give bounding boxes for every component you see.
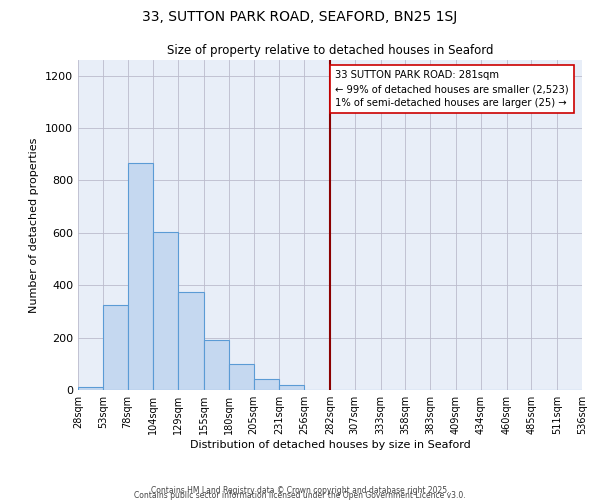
- Text: Contains HM Land Registry data © Crown copyright and database right 2025.: Contains HM Land Registry data © Crown c…: [151, 486, 449, 495]
- Bar: [280, 385, 304, 390]
- Bar: [178, 292, 204, 390]
- X-axis label: Distribution of detached houses by size in Seaford: Distribution of detached houses by size …: [190, 440, 470, 450]
- Bar: [103, 305, 128, 390]
- Text: Contains public sector information licensed under the Open Government Licence v3: Contains public sector information licen…: [134, 490, 466, 500]
- Text: 33 SUTTON PARK ROAD: 281sqm
← 99% of detached houses are smaller (2,523)
1% of s: 33 SUTTON PARK ROAD: 281sqm ← 99% of det…: [335, 70, 569, 108]
- Bar: [154, 232, 178, 390]
- Title: Size of property relative to detached houses in Seaford: Size of property relative to detached ho…: [167, 44, 493, 58]
- Y-axis label: Number of detached properties: Number of detached properties: [29, 138, 40, 312]
- Text: 33, SUTTON PARK ROAD, SEAFORD, BN25 1SJ: 33, SUTTON PARK ROAD, SEAFORD, BN25 1SJ: [142, 10, 458, 24]
- Bar: [254, 379, 280, 390]
- Bar: [78, 388, 103, 390]
- Bar: [229, 364, 254, 390]
- Bar: [204, 340, 229, 390]
- Bar: [128, 164, 154, 390]
